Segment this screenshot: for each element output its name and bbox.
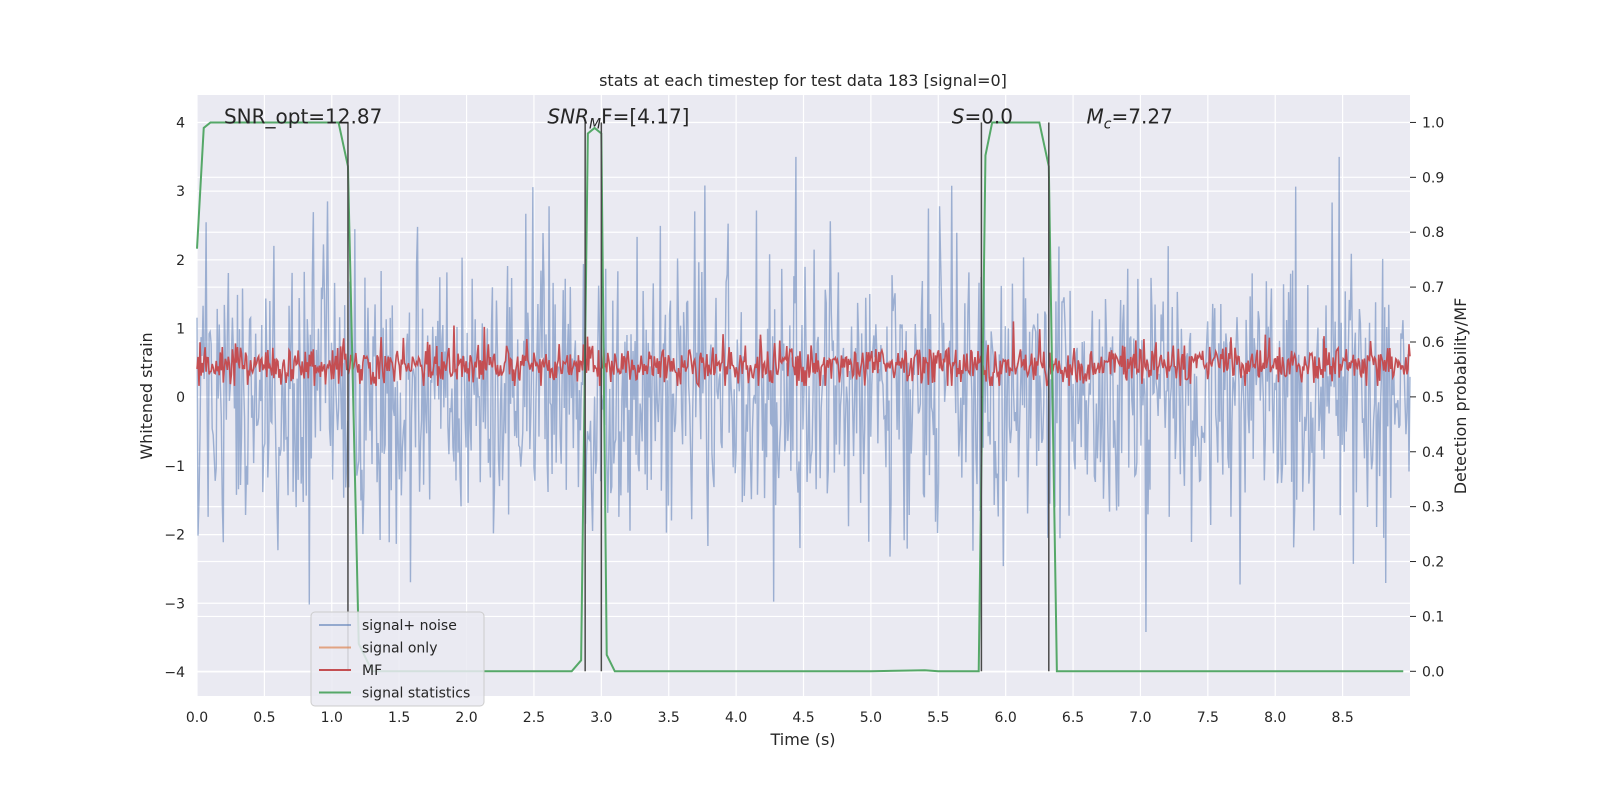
y2-tick-label: 0.2 xyxy=(1422,555,1444,571)
annotation-value: =7.27 xyxy=(1112,104,1173,128)
y-tick-label: 3 xyxy=(176,184,185,200)
annotation-symbol: M xyxy=(1087,104,1104,128)
y-tick-label: 0 xyxy=(176,390,185,406)
annotation: Mc=7.27 xyxy=(1087,104,1173,132)
legend-label: signal statistics xyxy=(362,686,470,702)
x-tick-label: 3.5 xyxy=(658,710,680,726)
x-tick-label: 1.5 xyxy=(388,710,410,726)
axis-layer: 0.0 0.5 1.0 1.5 2.0 2.5 3.0 3.5 4.0 4.5 5.0 5.5 6.0 6… xyxy=(164,115,1444,726)
y2-tick-label: 0.8 xyxy=(1422,225,1444,241)
mf-line xyxy=(196,321,1411,389)
y-tick-label: −1 xyxy=(164,459,185,475)
x-tick-label: 7.0 xyxy=(1129,710,1151,726)
signal-statistics-line xyxy=(196,121,1404,673)
x-tick-label: 4.5 xyxy=(792,710,814,726)
y-tick-label: 2 xyxy=(176,253,185,269)
x-tick-label: 3.0 xyxy=(590,710,612,726)
signal-statistics-layer xyxy=(196,121,1404,673)
annotation: S=0.0 xyxy=(952,104,1013,128)
x-tick-label: 2.5 xyxy=(523,710,545,726)
signal-noise-layer xyxy=(196,156,1411,632)
annotation: SNR_opt=12.87 xyxy=(224,104,382,128)
x-tick-label: 0.5 xyxy=(253,710,275,726)
y2-tick-label: 0.0 xyxy=(1422,664,1444,680)
y2-axis-label: Detection probability/MF xyxy=(1451,298,1470,495)
y2-tick-label: 0.4 xyxy=(1422,445,1444,461)
annotation-symbol: SNR xyxy=(547,104,589,128)
y2-tick-label: 0.5 xyxy=(1422,390,1444,406)
y-tick-label: −3 xyxy=(164,596,185,612)
x-tick-label: 7.5 xyxy=(1197,710,1219,726)
legend-box xyxy=(310,611,485,707)
vertical-markers-layer xyxy=(347,122,1050,672)
y2-tick-label: 0.6 xyxy=(1422,335,1444,351)
x-tick-label: 0.0 xyxy=(186,710,208,726)
x-tick-label: 4.0 xyxy=(725,710,747,726)
x-tick-label: 8.0 xyxy=(1264,710,1286,726)
annotation-symbol: S xyxy=(952,104,965,128)
legend-label: signal only xyxy=(362,641,437,657)
x-tick-label: 2.0 xyxy=(455,710,477,726)
legend: signal+ noise signal only MF signal statist… xyxy=(310,611,485,707)
y-axis-label: Whitened strain xyxy=(137,332,156,459)
y-tick-label: 1 xyxy=(176,322,185,338)
x-tick-label: 5.5 xyxy=(927,710,949,726)
annotation-value: F=[4.17] xyxy=(601,104,689,128)
y2-tick-label: 0.7 xyxy=(1422,280,1444,296)
y2-tick-label: 0.3 xyxy=(1422,500,1444,516)
annotation: SNRMF=[4.17] xyxy=(547,104,689,132)
annotation-value: =0.0 xyxy=(964,104,1013,128)
y2-tick-label: 1.0 xyxy=(1422,115,1444,131)
signal-noise-line xyxy=(196,156,1411,632)
x-tick-label: 6.0 xyxy=(995,710,1017,726)
legend-label: signal+ noise xyxy=(362,618,457,634)
annotation-subscript: M xyxy=(589,116,601,132)
x-tick-label: 6.5 xyxy=(1062,710,1084,726)
annotation-subscript: c xyxy=(1104,116,1112,132)
y2-tick-label: 0.9 xyxy=(1422,170,1444,186)
annotation-layer: SNR_opt=12.87 SNRMF=[4.17] S=0.0 Mc=7.27 xyxy=(224,104,1173,132)
mf-layer xyxy=(196,321,1411,389)
x-axis-label: Time (s) xyxy=(769,730,835,749)
x-tick-label: 1.0 xyxy=(321,710,343,726)
x-tick-label: 8.5 xyxy=(1331,710,1353,726)
y2-tick-label: 0.1 xyxy=(1422,609,1444,625)
y-tick-label: −4 xyxy=(164,665,185,681)
x-tick-label: 5.0 xyxy=(860,710,882,726)
legend-label: MF xyxy=(362,663,382,679)
y-tick-label: −2 xyxy=(164,528,185,544)
y-tick-label: 4 xyxy=(176,115,185,131)
chart-title: stats at each timestep for test data 183… xyxy=(599,71,1007,90)
